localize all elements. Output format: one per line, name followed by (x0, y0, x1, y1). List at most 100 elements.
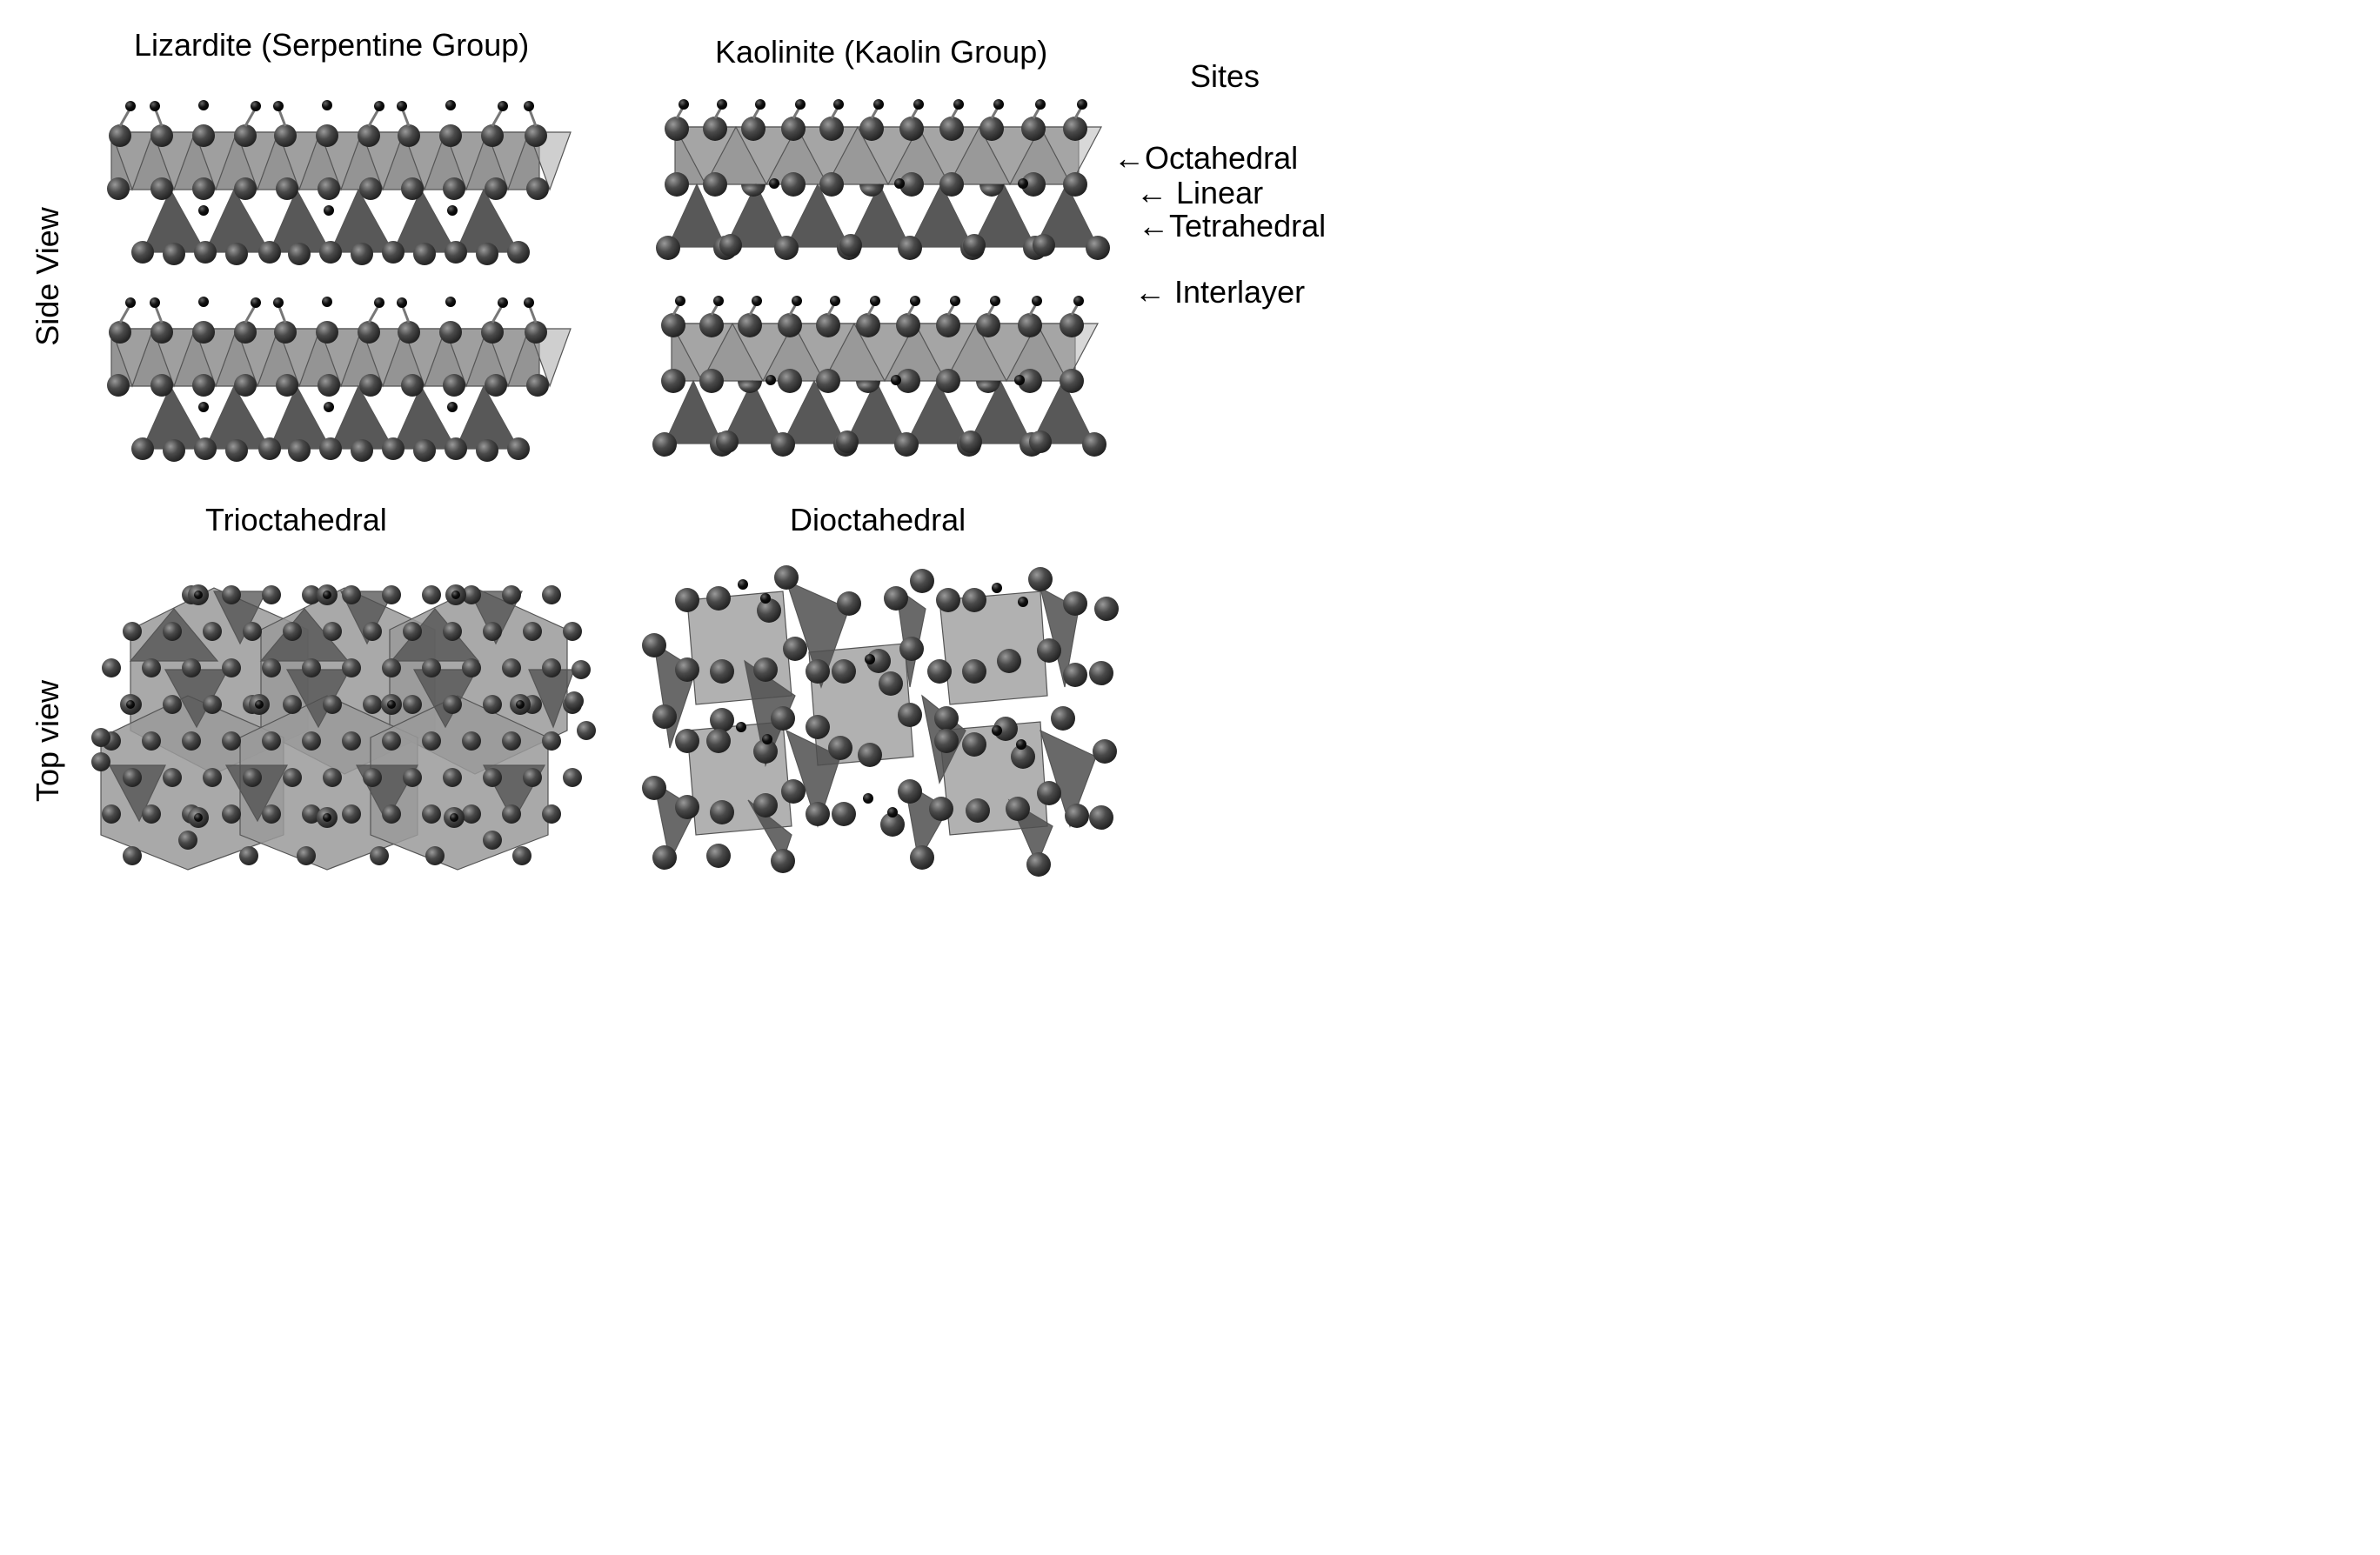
oxygen-atom (262, 731, 281, 751)
hydrogen-atom (445, 297, 456, 307)
oxygen-atom (507, 241, 530, 264)
oxygen-atom (274, 321, 297, 344)
site-label: Linear (1176, 175, 1264, 210)
oxygen-atom (422, 804, 441, 824)
hydrogen-atom (324, 402, 334, 412)
oxygen-atom (192, 177, 215, 200)
oxygen-atom (962, 588, 986, 612)
hydrogen-atom (1014, 375, 1025, 385)
oxygen-atom (577, 721, 596, 740)
hydrogen-atom (765, 375, 776, 385)
oxygen-atom (806, 715, 830, 739)
hydrogen-atom (863, 793, 873, 804)
oxygen-atom (771, 849, 795, 873)
oxygen-atom (422, 585, 441, 604)
oxygen-atom (858, 743, 882, 767)
oxygen-atom (719, 234, 742, 257)
oxygen-atom (123, 846, 142, 865)
oxygen-atom (203, 622, 222, 641)
hydrogen-atom (524, 297, 534, 308)
oxygen-atom (462, 731, 481, 751)
oxygen-atom (243, 768, 262, 787)
site-label: Octahedral (1145, 140, 1299, 176)
oxygen-atom (1018, 369, 1042, 393)
oxygen-atom (283, 768, 302, 787)
hydrogen-atom (273, 297, 284, 308)
oxygen-atom (962, 732, 986, 757)
tetrahedron (786, 579, 850, 689)
oxygen-atom (832, 659, 856, 684)
hydrogen-atom (498, 297, 508, 308)
octahedron (403, 328, 446, 388)
oxygen-atom (1063, 172, 1087, 197)
oxygen-atom (507, 437, 530, 460)
hydrogen-atom (387, 700, 396, 709)
hydroxyl-site (979, 184, 1004, 197)
hydrogen-atom (150, 101, 160, 111)
oxygen-atom (142, 804, 161, 824)
hydrogen-atom (990, 296, 1000, 306)
oxygen-atom (363, 768, 382, 787)
oxygen-atom (445, 241, 467, 264)
hydrogen-atom (953, 99, 964, 110)
oxygen-atom (656, 236, 680, 260)
hydrogen-atom (1018, 597, 1028, 607)
oxygen-atom (502, 731, 521, 751)
oxygen-atom (283, 695, 302, 714)
oxygen-atom (781, 117, 806, 141)
oxygen-atom (934, 706, 959, 731)
hydrogen-atom (1018, 178, 1028, 189)
oxygen-atom (976, 313, 1000, 337)
oxygen-atom (443, 695, 462, 714)
oxygen-atom (781, 779, 806, 804)
oxygen-atom (675, 795, 699, 819)
oxygen-atom (483, 768, 502, 787)
oxygen-atom (1060, 369, 1084, 393)
tetrahedron (1031, 379, 1095, 444)
hydrogen-atom (251, 101, 261, 111)
oxygen-atom (819, 172, 844, 197)
tetrahedron (1034, 183, 1099, 248)
oxygen-atom (192, 321, 215, 344)
octahedron (735, 126, 798, 186)
oxygen-atom (485, 374, 507, 397)
tetrahedron (469, 591, 523, 645)
oxygen-atom (783, 637, 807, 661)
oxygen-atom (642, 633, 666, 657)
oxygen-atom (234, 374, 257, 397)
oxygen-atom (738, 313, 762, 337)
oxygen-atom (150, 321, 173, 344)
oxygen-atom (192, 374, 215, 397)
oxygen-atom (910, 845, 934, 870)
hydrogen-atom (251, 297, 261, 308)
oxygen-atom (481, 124, 504, 147)
oxygen-atom (316, 124, 338, 147)
oxygen-atom (342, 731, 361, 751)
oxygen-atom (123, 768, 142, 787)
hydrogen-atom (498, 101, 508, 111)
hydrogen-atom (1032, 296, 1042, 306)
oxygen-atom (1086, 236, 1110, 260)
tetrahedron (667, 183, 726, 248)
oxygen-atom (1028, 567, 1053, 591)
oxygen-atom (771, 432, 795, 457)
left-arrow-icon: ← (1113, 140, 1145, 176)
hydrogen-atom (1035, 99, 1046, 110)
oxygen-atom (413, 439, 436, 462)
tetrahedron (340, 591, 394, 645)
oxygen-atom (318, 374, 340, 397)
tetrahedron (906, 379, 970, 444)
oxygen-atom (323, 768, 342, 787)
oxygen-atom (1021, 172, 1046, 197)
octahedron (277, 131, 321, 191)
hydrogen-atom (792, 296, 802, 306)
hydrogen-atom (950, 296, 960, 306)
oxygen-atom (652, 704, 677, 729)
oxygen-atom (778, 313, 802, 337)
oxygen-atom (832, 802, 856, 826)
oxygen-atom (323, 695, 342, 714)
hydrogen-atom (194, 591, 203, 599)
oxygen-atom (476, 243, 498, 265)
trioctahedral-title: Trioctahedral (205, 502, 387, 537)
oxygen-atom (178, 831, 197, 850)
